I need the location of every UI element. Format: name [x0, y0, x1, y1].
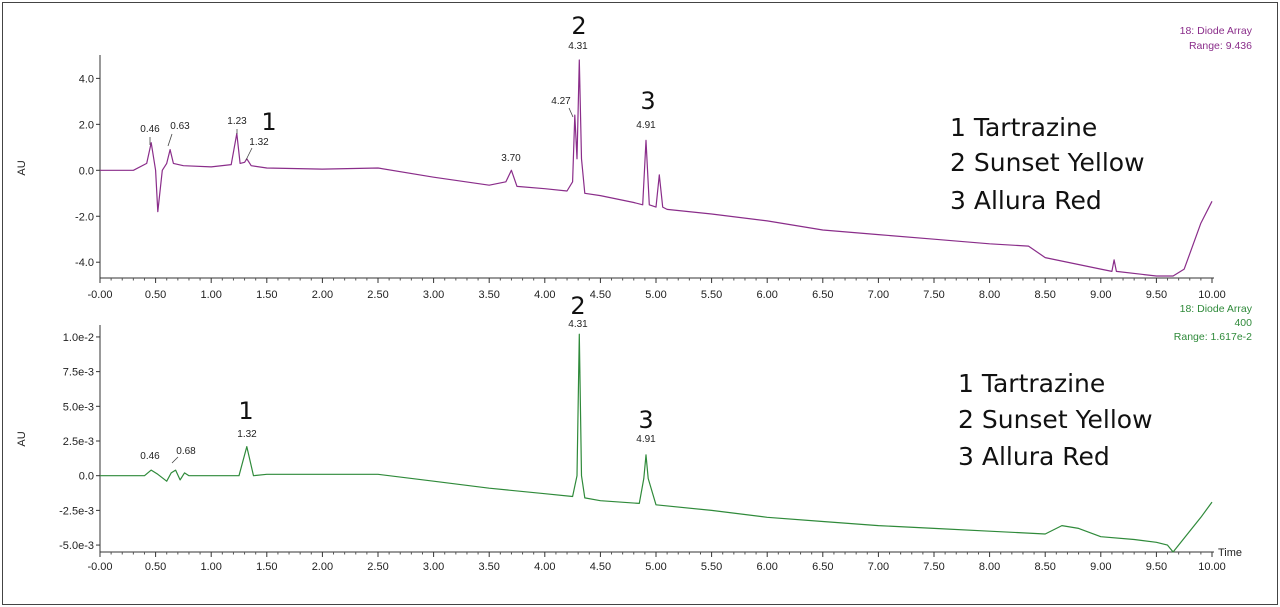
bottom-detector-info: 400	[1234, 317, 1252, 329]
top-peak-label: 1.23	[227, 116, 247, 127]
bottom-x-tick-label: 0.50	[145, 561, 166, 573]
bottom-x-tick-label: 5.00	[645, 561, 666, 573]
top-x-tick-label: 1.50	[256, 289, 277, 301]
top-peak-label: 1.32	[249, 137, 269, 148]
top-peak-leader	[245, 147, 253, 161]
bottom-x-tick-label: -0.00	[87, 561, 112, 573]
top-peak-label: 4.31	[568, 41, 588, 52]
bottom-x-tick-label: 1.50	[256, 561, 277, 573]
bottom-x-tick-label: 7.00	[868, 561, 889, 573]
top-x-tick-label: 1.00	[200, 289, 221, 301]
top-x-tick-label: 2.00	[312, 289, 333, 301]
bottom-x-tick-label: 4.00	[534, 561, 555, 573]
bottom-x-tick-label: 9.50	[1146, 561, 1167, 573]
bottom-peak-number: 1	[238, 397, 253, 425]
top-y-axis-label: AU	[16, 160, 28, 175]
top-y-tick-label: -2.0	[75, 211, 94, 223]
bottom-x-tick-label: 4.50	[590, 561, 611, 573]
bottom-x-axis-label: Time	[1218, 547, 1242, 559]
bottom-peak-label: 1.32	[237, 429, 257, 440]
bottom-legend-entry: 2 Sunset Yellow	[958, 405, 1153, 434]
top-x-tick-label: 4.00	[534, 289, 555, 301]
top-y-tick-label: -4.0	[75, 257, 94, 269]
top-detector-info: Range: 9.436	[1189, 40, 1252, 52]
bottom-x-tick-label: 7.50	[923, 561, 944, 573]
bottom-y-tick-label: 7.5e-3	[63, 367, 94, 379]
top-peak-label: 3.70	[501, 153, 521, 164]
top-y-tick-label: 0.0	[79, 165, 94, 177]
bottom-x-tick-label: 5.50	[701, 561, 722, 573]
bottom-x-tick-label: 3.00	[423, 561, 444, 573]
top-x-tick-label: 8.00	[979, 289, 1000, 301]
bottom-x-tick-label: 8.00	[979, 561, 1000, 573]
bottom-x-tick-label: 2.00	[312, 561, 333, 573]
bottom-peak-leader	[171, 456, 179, 464]
bottom-y-axis-label: AU	[16, 431, 28, 446]
bottom-x-tick-label: 10.00	[1198, 561, 1226, 573]
top-x-tick-label: 9.00	[1090, 289, 1111, 301]
top-x-tick-label: 3.50	[478, 289, 499, 301]
top-x-tick-label: 10.00	[1198, 289, 1226, 301]
top-x-tick-label: 6.00	[756, 289, 777, 301]
top-peak-number: 2	[571, 12, 586, 40]
top-peak-number: 1	[261, 108, 276, 136]
top-trace-line	[100, 59, 1213, 277]
bottom-y-tick-label: 1.0e-2	[63, 332, 94, 344]
top-x-tick-label: 0.50	[145, 289, 166, 301]
bottom-peak-label: 0.46	[140, 451, 160, 462]
top-peak-label: 0.63	[170, 121, 190, 132]
top-y-tick-label: 2.0	[79, 119, 94, 131]
top-legend-entry: 3 Allura Red	[950, 186, 1102, 215]
bottom-peak-number: 3	[638, 406, 653, 434]
top-peak-leader	[568, 107, 574, 118]
top-x-tick-label: 6.50	[812, 289, 833, 301]
bottom-x-tick-label: 2.50	[367, 561, 388, 573]
top-peak-label: 4.91	[636, 120, 656, 131]
bottom-peak-label: 4.91	[636, 434, 656, 445]
bottom-detector-info: 18: Diode Array	[1180, 303, 1253, 315]
top-y-tick-label: 4.0	[79, 73, 94, 85]
top-peak-label: 4.27	[551, 96, 571, 107]
top-x-tick-label: 2.50	[367, 289, 388, 301]
bottom-y-tick-label: 5.0e-3	[63, 401, 94, 413]
bottom-y-tick-label: -5.0e-3	[59, 540, 94, 552]
top-x-tick-label: 9.50	[1146, 289, 1167, 301]
bottom-x-tick-label: 1.00	[200, 561, 221, 573]
bottom-x-tick-label: 6.50	[812, 561, 833, 573]
bottom-peak-label: 0.68	[176, 446, 196, 457]
bottom-x-tick-label: 3.50	[478, 561, 499, 573]
top-detector-info: 18: Diode Array	[1180, 25, 1253, 37]
top-x-tick-label: 7.00	[868, 289, 889, 301]
bottom-trace-line	[100, 333, 1213, 553]
top-peak-leader	[167, 133, 173, 147]
top-x-tick-label: 5.00	[645, 289, 666, 301]
top-peak-label: 0.46	[140, 124, 160, 135]
top-x-tick-label: 4.50	[590, 289, 611, 301]
top-x-tick-label: 5.50	[701, 289, 722, 301]
bottom-legend-entry: 3 Allura Red	[958, 442, 1110, 471]
top-legend-entry: 1 Tartrazine	[950, 113, 1097, 142]
bottom-y-tick-label: 0.0	[79, 471, 94, 483]
top-peak-number: 3	[640, 87, 655, 115]
top-x-tick-label: 7.50	[923, 289, 944, 301]
top-legend-entry: 2 Sunset Yellow	[950, 148, 1145, 177]
bottom-peak-number: 2	[570, 292, 585, 320]
bottom-x-tick-label: 8.50	[1034, 561, 1055, 573]
bottom-x-tick-label: 6.00	[756, 561, 777, 573]
bottom-y-tick-label: -2.5e-3	[59, 505, 94, 517]
bottom-peak-label: 4.31	[568, 319, 588, 330]
bottom-legend-entry: 1 Tartrazine	[958, 369, 1105, 398]
top-x-tick-label: -0.00	[87, 289, 112, 301]
top-x-tick-label: 8.50	[1034, 289, 1055, 301]
bottom-y-tick-label: 2.5e-3	[63, 436, 94, 448]
top-x-tick-label: 3.00	[423, 289, 444, 301]
bottom-x-tick-label: 9.00	[1090, 561, 1111, 573]
bottom-detector-info: Range: 1.617e-2	[1174, 331, 1252, 343]
